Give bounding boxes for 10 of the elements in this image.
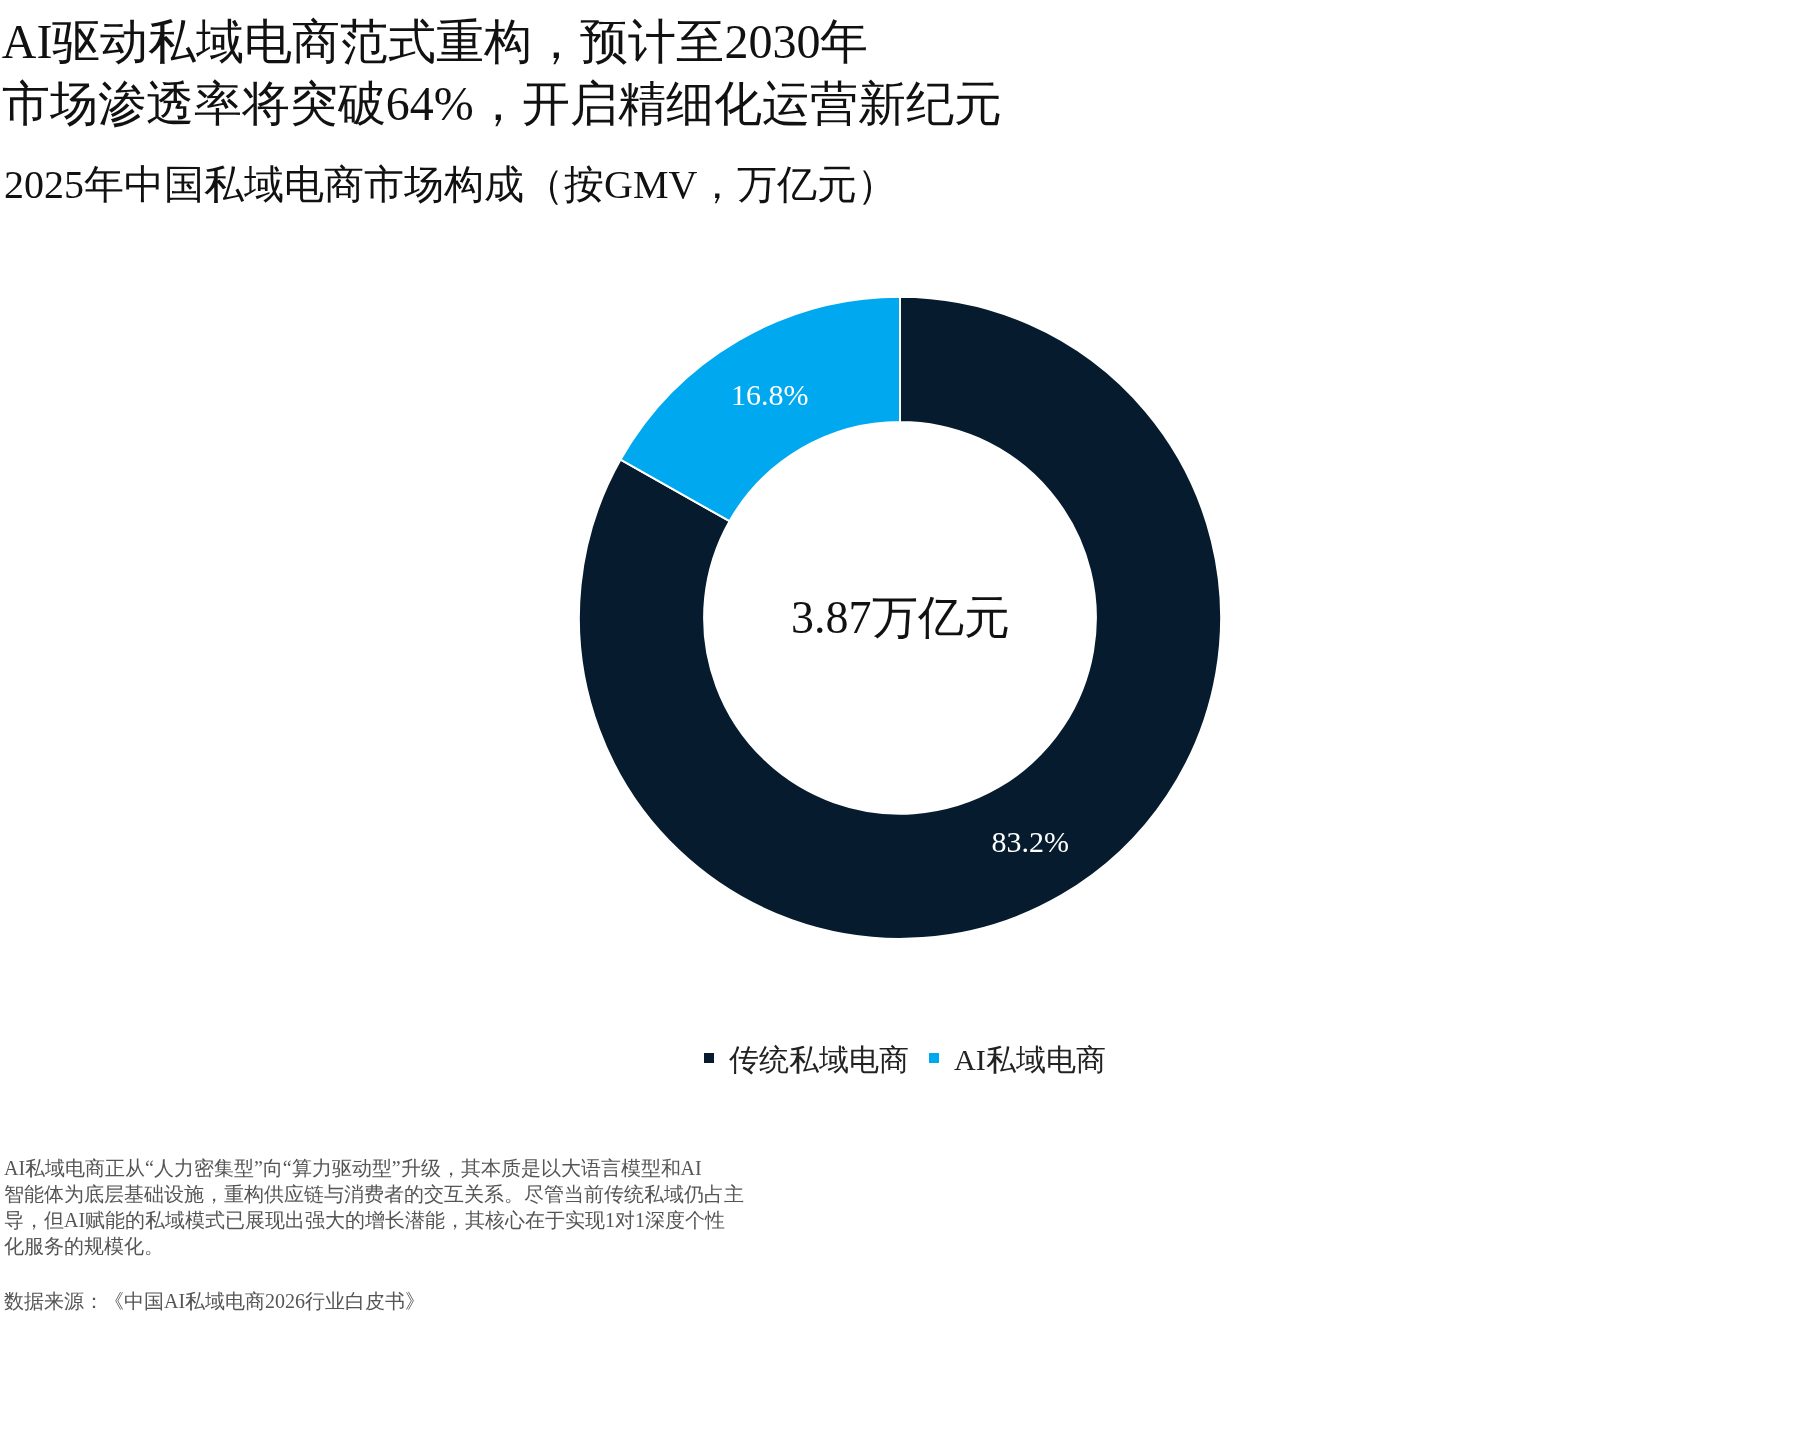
donut-slice xyxy=(577,295,1222,940)
chart-subtitle: 2025年中国私域电商市场构成（按GMV，万亿元） xyxy=(4,162,898,207)
legend-label: AI私域电商 xyxy=(954,1042,1106,1076)
data-label: 16.8% xyxy=(731,377,809,411)
legend-label: 传统私域电商 xyxy=(729,1042,909,1076)
text: AI私域电商正从“人力密集型”向“算力驱动型”升级，其本质是以大语言模型和AI智能体为底层基础设施，重构供应链与消费者的交互关系。尽管当前传统私域仍占主导，但AI赋能的私域模式已展现出强大的增长潜能，其核心在于实现1对1深度个性化服务的规模化。 xyxy=(4,1157,744,1257)
text: 3.87万亿元 xyxy=(791,592,1010,643)
source-note: 数据来源：《中国AI私域电商2026行业白皮书》 xyxy=(4,1290,426,1312)
data-label: 83.2% xyxy=(991,824,1069,858)
chart-title: AI驱动私域电商范式重构，预计至2030年市场渗透率将突破64%，开启精细化运营新纪元 xyxy=(1,14,1002,130)
